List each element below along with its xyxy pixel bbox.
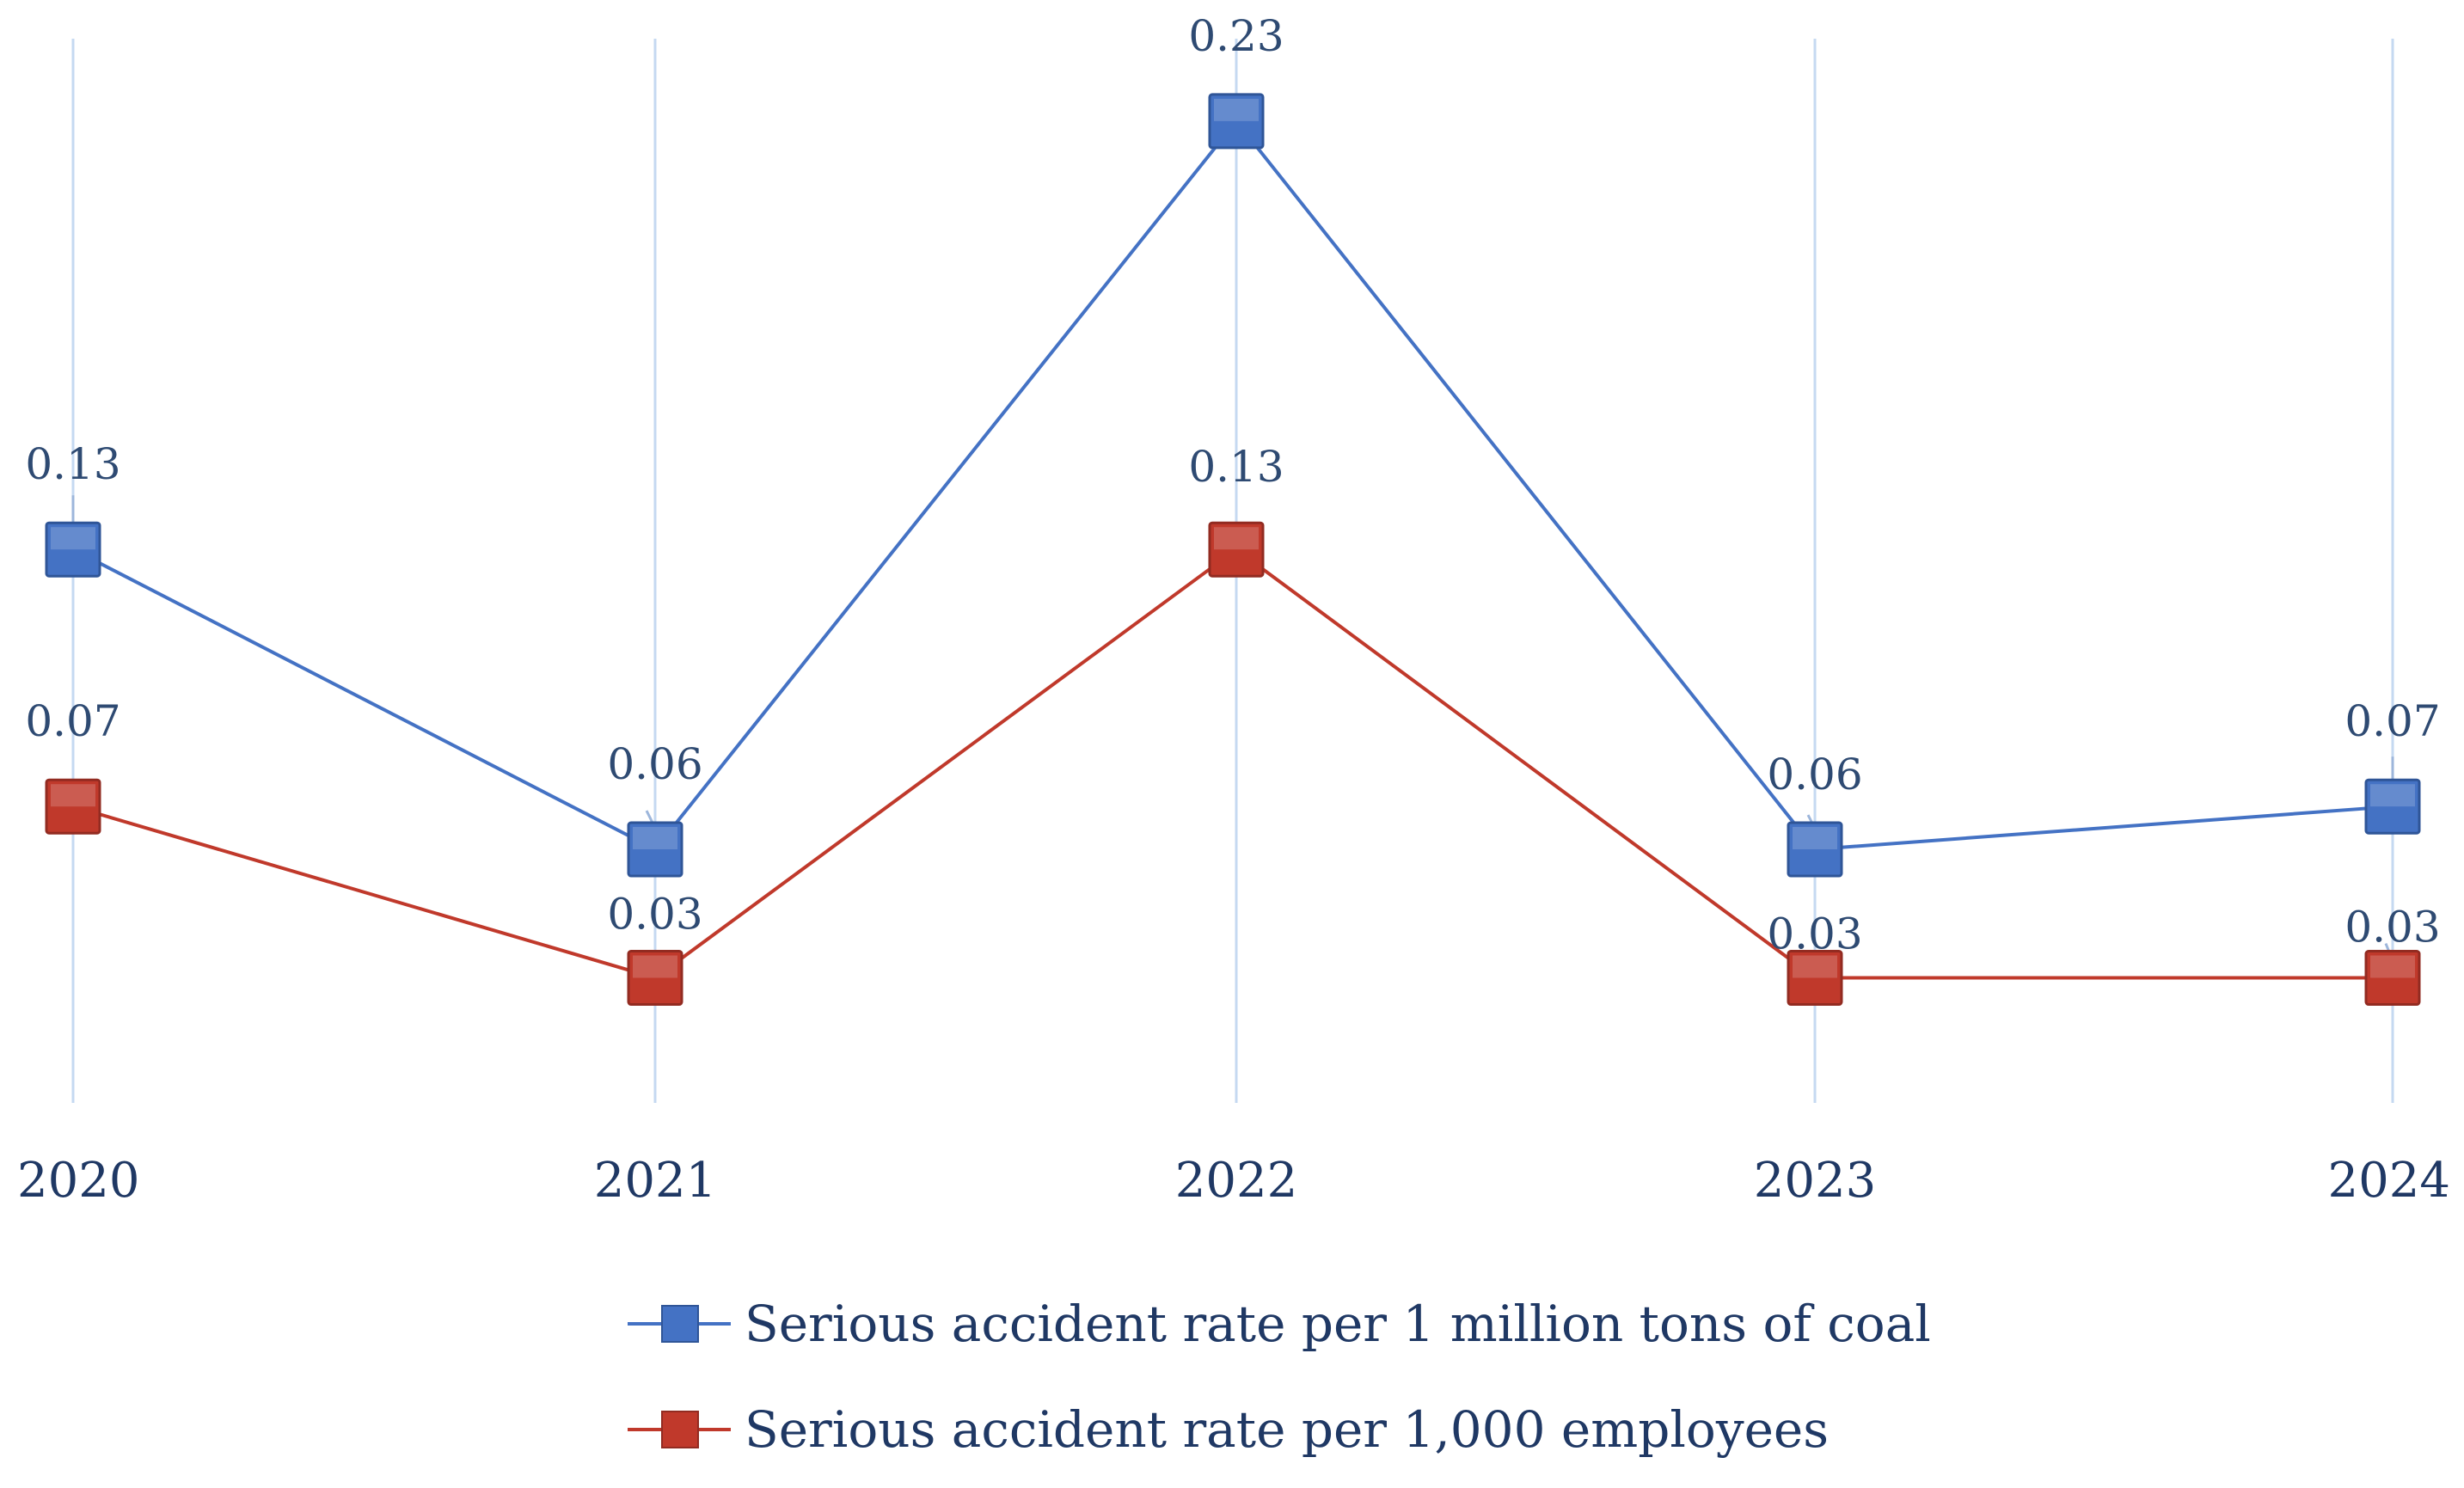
marker-series-2-2022: [1208, 521, 1265, 578]
data-label-series-1-2023: 0.06: [1767, 750, 1862, 799]
marker-series-2-2020: [45, 778, 101, 835]
marker-series-1-2022: [1208, 93, 1265, 150]
marker-highlight-series-1-2022: [1214, 98, 1259, 121]
data-label-series-2-2021: 0.03: [607, 890, 702, 940]
data-label-series-2-2023: 0.03: [1767, 909, 1862, 959]
data-label-series-1-2021: 0.06: [607, 739, 702, 789]
legend-marker-1: [661, 1305, 699, 1343]
marker-series-1-2020: [45, 521, 101, 578]
data-labels: 0.13 0.06 0.23 0.06 0.07 0.07 0.03 0.13 0.03 0.03: [25, 11, 2440, 959]
legend: Serious accident rate per 1 million tons…: [628, 1295, 1931, 1459]
marker-highlight-series-1-2021: [633, 827, 677, 850]
x-tick-label-2021: 2021: [594, 1153, 717, 1209]
marker-highlight-series-1-2023: [1793, 827, 1837, 850]
marker-series-1-2024: [2364, 778, 2421, 835]
series-line-2: [72, 547, 2393, 980]
data-label-series-1-2022: 0.23: [1188, 11, 1284, 61]
marker-series-2-2024: [2364, 950, 2421, 1007]
legend-label-2: Serious accident rate per 1,000 employee…: [745, 1400, 1829, 1459]
marker-highlight-series-2-2020: [51, 784, 95, 807]
marker-series-1-2021: [627, 821, 683, 878]
marker-series-2-2023: [1787, 950, 1843, 1007]
marker-highlight-series-2-2022: [1214, 527, 1259, 550]
marker-highlight-series-2-2024: [2370, 955, 2415, 978]
data-label-series-2-2020: 0.07: [25, 696, 120, 746]
data-label-series-1-2024: 0.07: [2344, 696, 2440, 746]
marker-highlight-series-2-2023: [1793, 955, 1837, 978]
x-tick-label-2023: 2023: [1754, 1153, 1877, 1209]
marker-highlight-series-1-2024: [2370, 784, 2415, 807]
marker-series-1-2023: [1787, 821, 1843, 878]
x-tick-label-2020: 2020: [17, 1153, 140, 1209]
series-markers: [45, 93, 2421, 1007]
marker-highlight-series-2-2021: [633, 955, 677, 978]
x-axis-tick-labels: 2020 2021 2022 2023 2024: [17, 1153, 2450, 1209]
x-tick-label-2024: 2024: [2327, 1153, 2450, 1209]
x-tick-label-2022: 2022: [1175, 1153, 1298, 1209]
data-label-series-1-2020: 0.13: [25, 439, 120, 489]
legend-marker-2: [661, 1411, 699, 1448]
marker-highlight-series-1-2020: [51, 527, 95, 550]
data-label-series-2-2022: 0.13: [1188, 442, 1284, 492]
legend-label-1: Serious accident rate per 1 million tons…: [745, 1295, 1931, 1353]
marker-series-2-2021: [627, 950, 683, 1007]
data-label-series-2-2024: 0.03: [2344, 903, 2440, 952]
